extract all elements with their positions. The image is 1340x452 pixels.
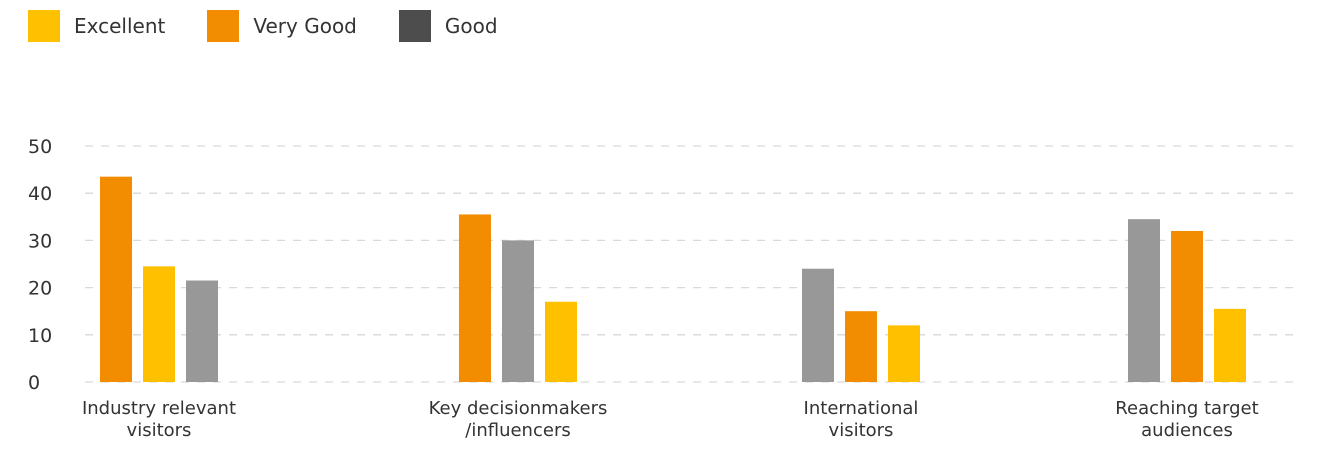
y-tick-label: 40 [28,183,52,205]
legend: Excellent Very Good Good [28,10,540,42]
bar-3-3 [888,325,920,382]
gridlines [85,145,1300,383]
bar-3-1 [802,268,834,382]
y-tick-label: 0 [28,372,40,394]
x-tick-label: Reaching target [1115,398,1258,419]
y-axis: 0 10 20 30 40 50 [28,136,52,394]
y-tick-label: 30 [28,230,52,252]
legend-item-excellent: Excellent [28,10,165,42]
bar-4-2 [1171,230,1203,382]
legend-item-very-good: Very Good [207,10,357,42]
bar-3-2 [845,311,877,382]
x-tick-label: Key decisionmakers [429,398,608,419]
bar-1-2 [143,266,175,382]
legend-label-good: Good [444,14,498,38]
bar-1-1 [100,176,132,382]
legend-item-good: Good [398,10,498,42]
x-tick-label: International [804,398,919,419]
bar-4-1 [1128,219,1160,382]
bar-1-3 [186,280,218,382]
bar-2-1 [459,214,491,382]
x-tick-label: visitors [829,420,894,441]
bar-2-3 [545,301,577,382]
x-tick-label: Industry relevant [82,398,236,419]
legend-label-excellent: Excellent [74,14,166,38]
y-tick-label: 10 [28,325,52,347]
bars [100,176,1246,382]
x-tick-label: visitors [127,420,192,441]
legend-swatch-good [398,10,431,42]
x-tick-label: audiences [1141,420,1233,441]
legend-swatch-very-good [207,10,240,42]
y-tick-label: 50 [28,136,52,158]
x-tick-label: /influencers [465,420,570,441]
legend-label-very-good: Very Good [253,14,357,38]
y-tick-label: 20 [28,278,52,300]
bar-4-3 [1214,308,1246,382]
bar-2-2 [502,240,534,382]
legend-swatch-excellent [28,10,60,42]
